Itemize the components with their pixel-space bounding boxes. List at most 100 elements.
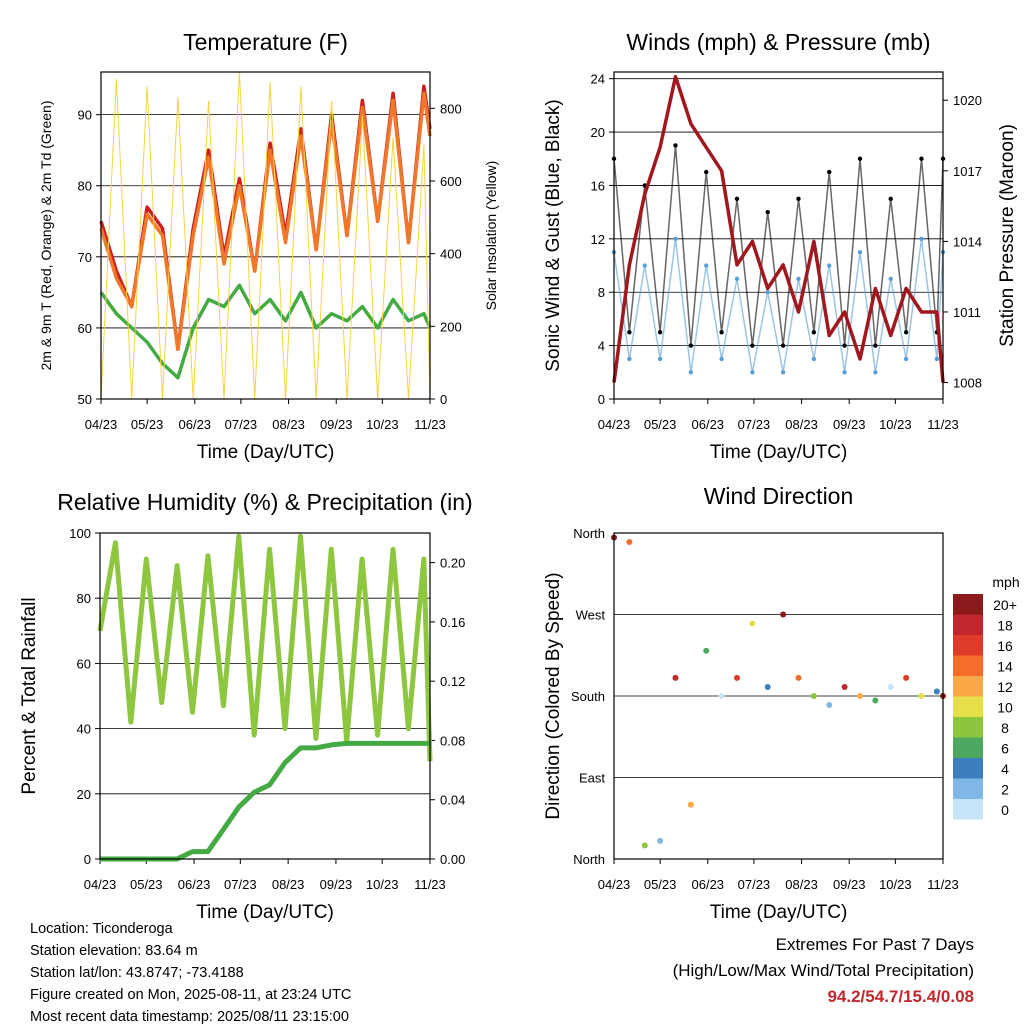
legend-swatch xyxy=(953,737,983,758)
y-tick-label: South xyxy=(571,689,605,704)
extremes-subtitle: (High/Low/Max Wind/Total Precipitation) xyxy=(672,961,974,980)
x-tick-label: 11/23 xyxy=(927,417,959,432)
y-tick-label: North xyxy=(573,526,605,541)
plot-frame xyxy=(99,532,431,860)
x-tick-label: 06/23 xyxy=(179,417,212,432)
legend-label: 20+ xyxy=(993,597,1017,613)
series-line xyxy=(99,91,432,351)
x-tick-label: 06/23 xyxy=(692,417,725,432)
y-tick-label: 70 xyxy=(78,250,92,265)
x-tick-label: 10/23 xyxy=(366,417,399,432)
wind-speed-legend: mph 20+ 18 16 14 12 10 8 6 4 2 0 xyxy=(953,574,1020,820)
y-tick-label: 16 xyxy=(591,178,605,193)
y-right-axis-label: Station Pressure (Maroon) xyxy=(997,124,1018,347)
direction-point xyxy=(657,837,664,844)
x-axis-label: Time (Day/UTC) xyxy=(710,902,848,923)
direction-point xyxy=(780,611,787,618)
y-tick-label: 12 xyxy=(591,232,605,247)
y-tick-label: 20 xyxy=(591,125,605,140)
y-right-tick-label: 0.16 xyxy=(440,615,465,630)
y-tick-label: 4 xyxy=(598,339,605,354)
y-right-tick-label: 1011 xyxy=(953,305,981,320)
x-axis-label: Time (Day/UTC) xyxy=(197,442,335,463)
series-line xyxy=(612,74,945,383)
station-elevation: Station elevation: 83.64 m xyxy=(30,943,198,959)
x-tick-label: 08/23 xyxy=(272,417,305,432)
y-tick-label: 80 xyxy=(77,591,91,606)
direction-point xyxy=(903,674,910,681)
x-tick-label: 05/23 xyxy=(130,877,163,892)
x-axis-label: Time (Day/UTC) xyxy=(710,442,848,463)
legend-swatch xyxy=(953,594,983,615)
y-tick-label: 8 xyxy=(598,285,605,300)
legend-label: 2 xyxy=(1001,782,1009,798)
y-right-tick-label: 0.04 xyxy=(440,793,465,808)
legend-label: 6 xyxy=(1001,741,1009,757)
direction-point xyxy=(764,683,771,690)
x-tick-label: 10/23 xyxy=(879,417,912,432)
y-right-tick-label: 600 xyxy=(440,174,462,189)
y-axis-label: Sonic Wind & Gust (Blue, Black) xyxy=(543,99,564,371)
x-tick-label: 04/23 xyxy=(598,417,631,432)
y-tick-label: 80 xyxy=(78,179,92,194)
x-tick-label: 09/23 xyxy=(833,417,866,432)
x-tick-label: 07/23 xyxy=(738,877,771,892)
y-right-tick-label: 400 xyxy=(440,247,462,262)
y-tick-label: North xyxy=(573,852,605,867)
x-tick-label: 04/23 xyxy=(85,417,118,432)
x-tick-label: 11/23 xyxy=(927,877,959,892)
humidity-precip-panel: Relative Humidity (%) & Precipitation (i… xyxy=(19,489,473,923)
legend-label: 14 xyxy=(997,659,1013,675)
direction-point xyxy=(703,647,710,654)
y-tick-label: 50 xyxy=(78,392,92,407)
direction-point xyxy=(687,801,694,808)
direction-point xyxy=(918,693,925,699)
y-tick-label: 24 xyxy=(591,72,605,87)
direction-point xyxy=(749,620,756,627)
temperature-panel: Temperature (F) 50 60 70 80 90 0 200 400 600 800 04… xyxy=(38,29,499,463)
x-tick-label: 04/23 xyxy=(84,877,117,892)
y-right-tick-label: 1017 xyxy=(953,164,982,179)
direction-point xyxy=(641,842,648,849)
x-tick-label: 07/23 xyxy=(224,877,257,892)
legend-label: 4 xyxy=(1001,761,1009,777)
direction-point xyxy=(841,683,848,690)
plot-frame xyxy=(100,71,431,400)
y-right-tick-label: 0.00 xyxy=(440,852,465,867)
series-line xyxy=(97,533,433,762)
legend-label: 0 xyxy=(1001,802,1009,818)
x-tick-label: 05/23 xyxy=(644,417,677,432)
legend-swatch xyxy=(953,717,983,738)
x-tick-label: 11/23 xyxy=(414,417,446,432)
y-right-tick-label: 0.20 xyxy=(440,556,465,571)
y-tick-label: 40 xyxy=(77,722,91,737)
legend-swatch xyxy=(953,614,983,635)
y-tick-label: West xyxy=(576,608,606,623)
direction-point xyxy=(795,674,802,681)
legend-label: 12 xyxy=(997,679,1013,695)
direction-point xyxy=(626,539,633,546)
x-tick-label: 10/23 xyxy=(366,877,399,892)
y-right-tick-label: 800 xyxy=(440,101,462,116)
x-tick-label: 08/23 xyxy=(272,877,305,892)
direction-point xyxy=(856,693,863,699)
x-tick-label: 05/23 xyxy=(131,417,164,432)
extremes-values: 94.2/54.7/15.4/0.08 xyxy=(827,987,974,1006)
x-tick-label: 09/23 xyxy=(320,417,353,432)
extremes-box: Extremes For Past 7 Days (High/Low/Max W… xyxy=(673,932,974,1010)
wind-series-line xyxy=(613,238,944,373)
legend-label: 18 xyxy=(997,618,1013,634)
x-tick-label: 07/23 xyxy=(738,417,771,432)
y-right-tick-label: 1014 xyxy=(953,234,982,249)
direction-point xyxy=(933,688,940,695)
y-right-tick-label: 0.12 xyxy=(440,674,465,689)
wind-direction-panel: Wind Direction North East South West North 04/… xyxy=(543,483,959,923)
y-tick-label: 0 xyxy=(598,392,605,407)
station-location: Location: Ticonderoga xyxy=(30,921,173,937)
legend-swatch xyxy=(953,676,983,697)
panel-title: Wind Direction xyxy=(704,483,854,509)
x-tick-label: 09/23 xyxy=(833,877,866,892)
direction-point xyxy=(887,683,894,690)
y-axis-label: 2m & 9m T (Red, Orange) & 2m Td (Green) xyxy=(38,101,54,371)
